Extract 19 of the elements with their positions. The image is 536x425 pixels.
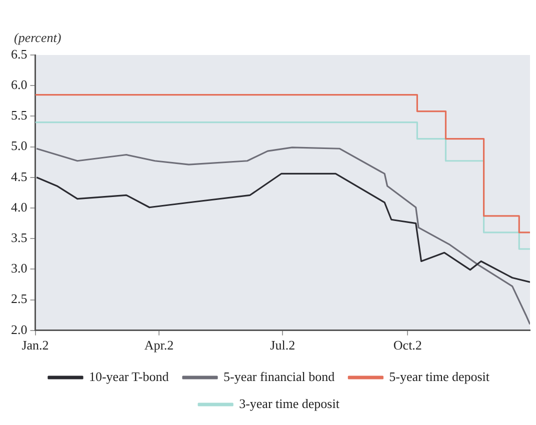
legend-label: 3-year time deposit	[239, 396, 340, 411]
y-tick-label: 4.0	[11, 199, 28, 214]
y-tick-label: 6.0	[11, 77, 28, 92]
y-tick-label: 5.0	[11, 138, 28, 154]
y-tick-label: 3.0	[11, 260, 28, 276]
y-tick-label: 3.5	[11, 230, 28, 246]
x-tick-label: Oct.2	[393, 338, 422, 353]
legend-label: 5-year financial bond	[224, 368, 336, 384]
y-tick-label: 6.5	[11, 46, 28, 62]
y-tick-label: 2.5	[11, 291, 28, 306]
y-tick-label: 4.5	[11, 168, 28, 184]
x-tick-label: Apr.2	[144, 338, 174, 353]
y-tick-label: 5.5	[11, 108, 28, 123]
y-axis-title: (percent)	[14, 30, 62, 46]
x-tick-label: Jul.2	[270, 338, 296, 353]
legend-label: 10-year T-bond	[88, 368, 170, 384]
x-tick-label: Jan.2	[22, 338, 49, 353]
legend-label: 5-year time deposit	[389, 368, 490, 384]
y-tick-label: 2.0	[11, 322, 28, 337]
